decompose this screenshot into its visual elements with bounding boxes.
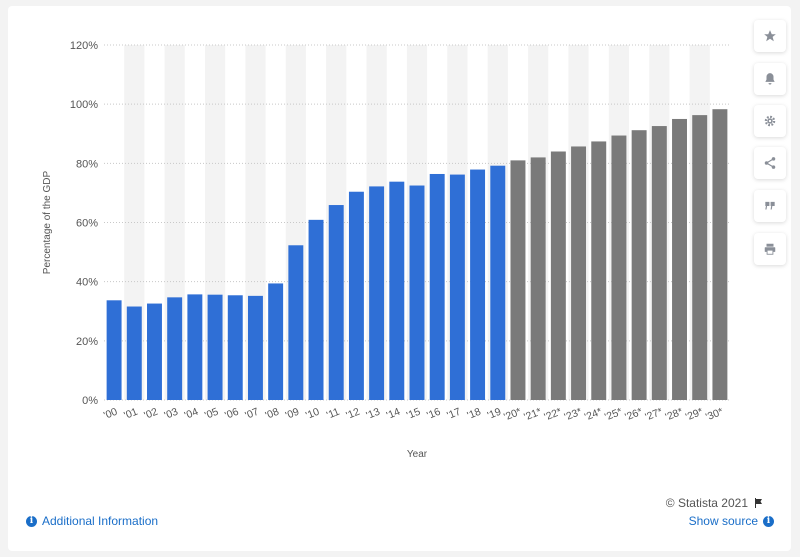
- flag-icon[interactable]: [753, 497, 765, 509]
- x-tick-label: '00: [102, 406, 119, 422]
- bar[interactable]: [328, 205, 344, 400]
- bar[interactable]: [126, 306, 142, 400]
- x-tick-label: '09: [284, 406, 301, 422]
- bars: [106, 109, 728, 401]
- bar[interactable]: [449, 174, 465, 400]
- bar[interactable]: [651, 126, 667, 400]
- y-axis-label: Percentage of the GDP: [42, 170, 53, 274]
- x-tick-label: '12: [344, 406, 361, 422]
- bar[interactable]: [571, 146, 587, 400]
- settings-button[interactable]: [754, 105, 786, 137]
- y-tick-label: 40%: [76, 277, 98, 289]
- x-axis-label: Year: [407, 449, 428, 460]
- bar[interactable]: [591, 141, 607, 401]
- x-tick-label: '27*: [643, 406, 664, 424]
- x-tick-label: '11: [325, 406, 342, 422]
- x-tick-label: '07: [243, 406, 260, 422]
- bar-chart: 0%20%40%60%80%100%120% '00'01'02'03'04'0…: [42, 40, 730, 460]
- copyright-text: © Statista 2021: [665, 496, 748, 510]
- bar[interactable]: [147, 303, 162, 400]
- bar[interactable]: [247, 295, 263, 400]
- x-tick-label: '05: [203, 406, 220, 422]
- bar[interactable]: [712, 109, 728, 400]
- bar[interactable]: [490, 165, 506, 400]
- bar[interactable]: [692, 115, 708, 401]
- y-tick-labels: 0% 20% 40% 60% 80% 100% 120%: [70, 40, 98, 407]
- x-tick-label: '28*: [664, 406, 685, 424]
- bar[interactable]: [611, 135, 627, 400]
- x-tick-label: '21*: [522, 406, 543, 424]
- chart-card: 0% 20% 40% 60% 80% 100% 120% '00'01'02'03'04'0…: [8, 6, 791, 551]
- print-button[interactable]: [754, 233, 786, 265]
- info-icon: i: [763, 515, 774, 527]
- bar[interactable]: [429, 173, 445, 400]
- x-tick-label: '01: [122, 406, 139, 422]
- x-tick-label: '03: [163, 406, 180, 422]
- notification-button[interactable]: [754, 63, 786, 95]
- x-tick-label: '26*: [623, 406, 644, 424]
- share-button[interactable]: [754, 147, 786, 179]
- cite-button[interactable]: [754, 190, 786, 222]
- y-tick-label: 120%: [70, 40, 98, 52]
- y-tick-label: 60%: [76, 218, 98, 230]
- x-tick-label: '06: [223, 406, 240, 422]
- bar[interactable]: [268, 283, 284, 400]
- additional-information-link[interactable]: i Additional Information: [26, 514, 158, 528]
- bar[interactable]: [106, 300, 122, 400]
- x-tick-labels: '00'01'02'03'04'05'06'07'08'09'10'11'12 '…: [102, 406, 725, 424]
- bar[interactable]: [550, 151, 566, 401]
- x-tick-label: '29*: [684, 406, 705, 424]
- info-icon: i: [26, 515, 37, 527]
- bar[interactable]: [530, 157, 546, 400]
- bar[interactable]: [470, 169, 486, 400]
- x-tick-label: '23*: [563, 406, 584, 424]
- x-tick-label: '19: [486, 406, 503, 422]
- bar[interactable]: [369, 186, 385, 400]
- bar[interactable]: [389, 181, 405, 400]
- quote-icon: [765, 201, 775, 210]
- bar[interactable]: [227, 295, 243, 400]
- x-tick-label: '18: [466, 406, 483, 422]
- bar[interactable]: [187, 294, 203, 400]
- x-tick-label: '25*: [603, 406, 624, 424]
- y-tick-label: 80%: [76, 158, 98, 170]
- bar[interactable]: [288, 245, 304, 400]
- x-tick-label: '14: [385, 406, 402, 422]
- favorite-button[interactable]: [754, 20, 786, 52]
- y-tick-label: 100%: [70, 99, 98, 111]
- x-tick-label: '24*: [583, 406, 604, 424]
- bar[interactable]: [510, 160, 526, 400]
- y-tick-label: 0%: [82, 395, 98, 407]
- additional-information-label: Additional Information: [42, 514, 159, 528]
- x-tick-label: '16: [425, 406, 442, 422]
- bar[interactable]: [207, 294, 223, 400]
- x-tick-label: '02: [142, 406, 159, 422]
- x-tick-label: '13: [365, 406, 382, 422]
- show-source-link[interactable]: Show source i: [689, 514, 774, 528]
- share-icon: [764, 157, 776, 169]
- x-tick-label: '15: [405, 406, 422, 422]
- bar[interactable]: [348, 191, 364, 400]
- x-tick-label: '08: [264, 406, 281, 422]
- bar[interactable]: [672, 118, 687, 400]
- x-tick-label: '17: [445, 406, 462, 422]
- gear-icon: [764, 115, 776, 127]
- bar[interactable]: [308, 219, 324, 400]
- x-tick-label: '04: [183, 406, 200, 422]
- bar[interactable]: [167, 297, 183, 400]
- x-tick-label: '20*: [502, 406, 523, 424]
- print-icon: [764, 243, 776, 255]
- y-tick-label: 20%: [76, 336, 98, 348]
- star-icon: [764, 30, 776, 42]
- copyright: © Statista 2021: [666, 496, 765, 510]
- bar[interactable]: [409, 185, 425, 400]
- bell-icon: [765, 73, 775, 85]
- x-tick-label: '10: [304, 406, 321, 422]
- bar[interactable]: [631, 130, 647, 400]
- x-tick-label: '22*: [542, 406, 563, 424]
- x-tick-label: '30*: [704, 406, 725, 424]
- show-source-label: Show source: [688, 514, 758, 528]
